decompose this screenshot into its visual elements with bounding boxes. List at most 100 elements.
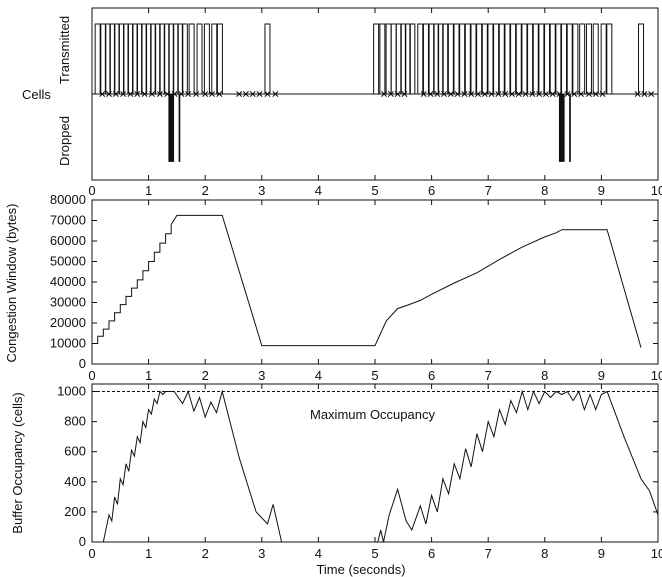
buffer-x-tick-label: 9 — [598, 546, 605, 561]
cells-x-tick-label: 6 — [428, 183, 435, 198]
cells-x-tick-label: 3 — [258, 183, 265, 198]
buffer-x-tick-label: 5 — [371, 546, 378, 561]
dropped-marker — [242, 91, 249, 97]
cells-x-tick-label: 1 — [145, 183, 152, 198]
cwnd-y-tick-label: 50000 — [50, 254, 86, 269]
transmitted-pulse — [585, 23, 592, 94]
dropped-marker — [571, 91, 578, 97]
cells-panel: 0 1 2 3 4 5 6 7 8 9 10 Cells Transmitted Dropped — [22, 7, 662, 198]
cells-x-tick-label: 4 — [315, 183, 322, 198]
cwnd-y-tick-label: 10000 — [50, 336, 86, 351]
buffer-x-tick-label: 4 — [315, 546, 322, 561]
dropped-marker — [249, 91, 256, 97]
dropped-marker — [387, 91, 394, 97]
transmitted-pulse — [504, 23, 511, 94]
transmitted-pulse — [481, 23, 488, 94]
cwnd-y-tick-label: 80000 — [50, 192, 86, 207]
cwnd-x-tick-label: 5 — [371, 368, 378, 383]
cwnd-y-tick-label: 20000 — [50, 315, 86, 330]
cells-x-tick-label: 8 — [541, 183, 548, 198]
dropped-marker — [134, 91, 141, 97]
cwnd-x-ticks: 0 1 2 3 4 5 6 7 8 9 10 — [88, 200, 662, 383]
buffer-series-line — [102, 389, 659, 543]
transmitted-pulse — [606, 23, 613, 94]
transmitted-pulse — [196, 23, 203, 94]
transmitted-pulse — [487, 23, 494, 94]
transmitted-pulse — [476, 23, 483, 94]
transmitted-pulses — [94, 23, 645, 94]
dropped-marker — [427, 91, 434, 97]
transmitted-pulse — [538, 23, 545, 94]
buffer-xlabel: Time (seconds) — [316, 562, 405, 577]
dropped-marker — [536, 91, 543, 97]
buffer-y-tick-label: 1000 — [57, 384, 86, 399]
dropped-marker — [112, 91, 119, 97]
cwnd-panel: 0 10000 20000 30000 40000 50000 60000 70000 8000… — [4, 192, 662, 383]
buffer-x-tick-label: 2 — [202, 546, 209, 561]
cells-x-tick-label: 7 — [485, 183, 492, 198]
transmitted-pulse — [532, 23, 539, 94]
dropped-marker — [461, 91, 468, 97]
transmitted-pulse — [422, 23, 429, 94]
dropped-marker — [236, 91, 243, 97]
cwnd-x-tick-label: 4 — [315, 368, 322, 383]
dropped-marker — [468, 91, 475, 97]
buffer-x-ticks: 0 1 2 3 4 5 6 7 8 9 10 — [88, 384, 662, 561]
cells-x-tick-label: 0 — [88, 183, 95, 198]
dropped-marker — [401, 91, 408, 97]
buffer-y-tick-label: 400 — [64, 474, 86, 489]
cwnd-x-tick-label: 8 — [541, 368, 548, 383]
dropped-marker — [634, 91, 641, 97]
dropped-marker — [592, 91, 599, 97]
cwnd-y-tick-label: 30000 — [50, 295, 86, 310]
dropped-marker — [585, 91, 592, 97]
dropped-bar — [178, 94, 181, 162]
transmitted-pulse — [453, 23, 460, 94]
buffer-y-tick-label: 0 — [79, 534, 86, 549]
cells-x-ticks: 0 1 2 3 4 5 6 7 8 9 10 — [88, 8, 662, 198]
buffer-x-tick-label: 0 — [88, 546, 95, 561]
dropped-marker — [522, 91, 529, 97]
transmitted-pulse — [409, 23, 416, 94]
dropped-marker — [529, 91, 536, 97]
dropped-marker — [495, 91, 502, 97]
cwnd-x-tick-label: 9 — [598, 368, 605, 383]
dropped-marker — [509, 91, 515, 97]
buffer-x-tick-label: 8 — [541, 546, 548, 561]
cwnd-y-ticks: 0 10000 20000 30000 40000 50000 60000 70000 8000… — [50, 192, 658, 371]
dropped-marker — [641, 91, 648, 97]
max-occupancy-annotation: Maximum Occupancy — [310, 407, 435, 422]
dropped-marker — [542, 91, 549, 97]
dropped-marker — [156, 91, 163, 97]
dropped-marker — [599, 91, 606, 97]
cwnd-x-tick-label: 6 — [428, 368, 435, 383]
dropped-marker — [502, 91, 509, 97]
transmitted-pulse — [555, 23, 562, 94]
transmitted-pulse — [498, 23, 505, 94]
dropped-marker — [272, 91, 279, 97]
buffer-ylabel: Buffer Occupancy (cells) — [10, 392, 25, 533]
transmitted-pulse — [264, 23, 271, 94]
cwnd-x-tick-label: 2 — [202, 368, 209, 383]
transmitted-pulse — [94, 23, 101, 94]
dropped-marker — [549, 91, 556, 97]
transmitted-pulse — [549, 23, 556, 94]
cells-x-tick-label: 10 — [651, 183, 662, 198]
transmitted-pulse — [211, 23, 218, 94]
cwnd-frame — [91, 199, 659, 365]
transmitted-pulse — [379, 23, 386, 94]
dropped-marker — [256, 91, 263, 97]
transmitted-pulse — [188, 23, 195, 94]
cwnd-y-tick-label: 0 — [79, 356, 86, 371]
dropped-marker — [578, 91, 584, 97]
buffer-x-tick-label: 3 — [258, 546, 265, 561]
transmitted-pulse — [572, 23, 579, 94]
dropped-marker — [120, 91, 127, 97]
buffer-x-tick-label: 7 — [485, 546, 492, 561]
dropped-marker — [185, 91, 192, 97]
dropped-bar — [168, 94, 175, 162]
cwnd-x-tick-label: 3 — [258, 368, 265, 383]
transmitted-pulse — [390, 23, 397, 94]
transmitted-pulse — [442, 23, 449, 94]
